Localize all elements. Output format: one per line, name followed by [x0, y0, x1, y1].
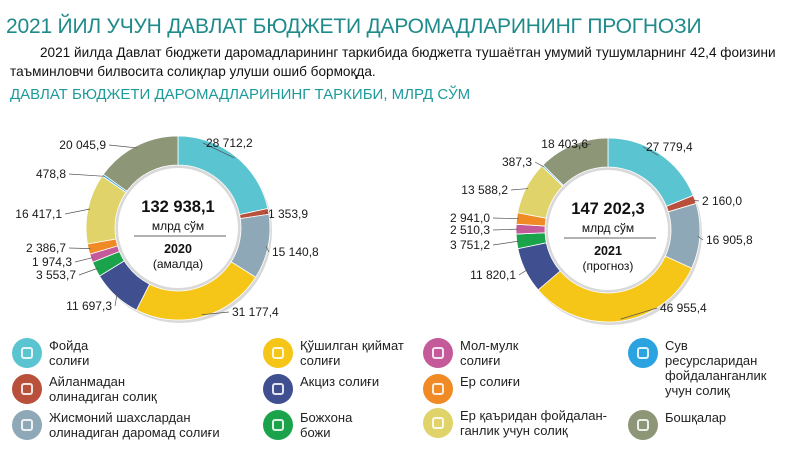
slice-value-label: 15 140,8 — [272, 245, 319, 259]
center-unit: млрд сўм — [582, 221, 634, 235]
leader-line — [68, 247, 91, 250]
slice-value-label: 13 588,2 — [461, 183, 508, 197]
slice-value-label: 16 905,8 — [706, 233, 753, 247]
slice-value-label: 478,8 — [36, 167, 66, 181]
leader-line — [201, 311, 230, 316]
slice-value-label: 16 417,1 — [15, 207, 62, 221]
slice-value-label: 46 955,4 — [660, 301, 707, 315]
center-unit: млрд сўм — [152, 219, 204, 233]
slice-value-label: 28 712,2 — [206, 136, 253, 150]
infographic-subtitle: 2021 йилда Давлат бюджети даромадларинин… — [10, 44, 776, 79]
leader-line — [114, 294, 118, 307]
leader-line — [74, 257, 94, 263]
slice-value-label: 2 160,0 — [702, 194, 742, 208]
leader-line — [697, 235, 704, 241]
leader-line — [642, 146, 659, 156]
leader-line — [518, 269, 528, 276]
donut-center — [118, 168, 238, 288]
slice-value-label: 20 045,9 — [59, 138, 106, 152]
leader-line — [68, 173, 105, 177]
leader-line — [492, 217, 519, 220]
center-year: 2021 — [594, 244, 622, 258]
donut-center — [548, 170, 668, 290]
leader-line — [492, 240, 519, 246]
leader-line — [78, 268, 98, 276]
center-total: 132 938,1 — [141, 198, 214, 216]
leader-line — [265, 246, 270, 253]
slice-value-label: 1 353,9 — [268, 207, 308, 221]
slice-value-label: 31 177,4 — [232, 305, 279, 319]
donut-chart-2020: 28 712,2 1 353,9 15 140,8 31 177,4 11 697,3 3… — [15, 135, 319, 323]
leader-line — [264, 211, 267, 215]
leader-line — [620, 307, 658, 320]
leader-line — [510, 188, 529, 191]
slice-value-label: 11 697,3 — [66, 299, 112, 313]
center-note: (амалда) — [153, 257, 203, 271]
donut-chart-2021: 27 779,4 2 160,0 16 905,8 46 955,4 11 820,1 3… — [450, 137, 753, 325]
section-title: ДАВЛАТ БЮДЖЕТИ ДАРОМАДЛАРИНИНГ ТАРКИБИ, … — [10, 86, 471, 103]
slice-value-label: 18 403,6 — [541, 137, 588, 151]
slice-value-label: 3 553,7 — [36, 268, 76, 282]
slice-value-label: 2 386,7 — [26, 241, 66, 255]
leader-line — [64, 208, 91, 215]
slice-value-label: 2 941,0 — [450, 211, 490, 225]
infographic-title: 2021 ЙИЛ УЧУН ДАВЛАТ БЮДЖЕТИ ДАРОМАДЛАРИ… — [6, 15, 702, 39]
center-year: 2020 — [164, 242, 192, 256]
leader-line — [573, 143, 592, 148]
leader-line — [108, 144, 137, 149]
leader-line — [492, 228, 519, 231]
slice-value-label: 11 820,1 — [470, 268, 516, 282]
slice-value-label: 387,3 — [502, 155, 532, 169]
slice-value-label: 27 779,4 — [646, 140, 693, 154]
slice-value-label: 1 974,3 — [32, 255, 72, 269]
leader-line — [202, 142, 235, 159]
leader-line — [534, 161, 544, 168]
slice-value-label: 2 510,3 — [450, 223, 490, 237]
center-total: 147 202,3 — [571, 200, 644, 218]
center-note: (прогноз) — [583, 259, 634, 273]
slice-other — [102, 135, 179, 192]
slice-value-label: 3 751,2 — [450, 238, 490, 252]
leader-line — [692, 199, 700, 202]
slice-other — [542, 137, 609, 187]
